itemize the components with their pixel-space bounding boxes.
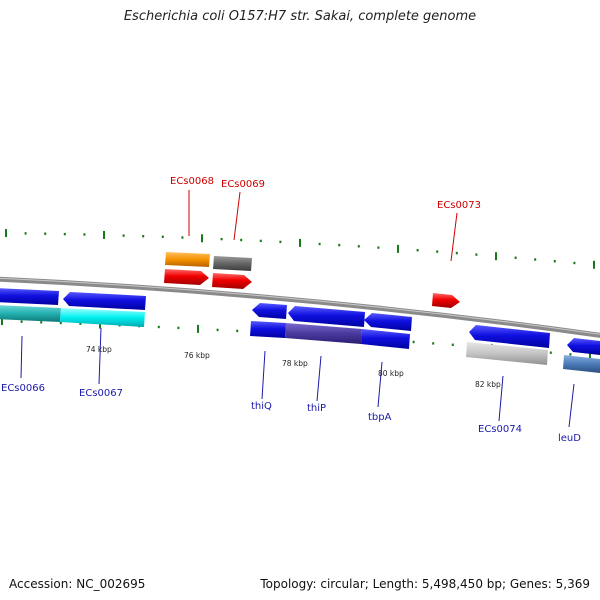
scale-minor-tick <box>259 239 262 243</box>
leader-ECs0074 <box>498 375 504 422</box>
leader-thiQ <box>261 350 266 400</box>
scale-minor-tick <box>83 233 86 236</box>
gene-red-arrow-2 <box>212 273 252 289</box>
gene-thiQ-feature <box>250 303 287 338</box>
scale-major-tick <box>99 320 101 329</box>
topology-text: Topology: circular; Length: 5,498,450 bp… <box>260 577 590 591</box>
scale-major-tick <box>589 352 591 361</box>
gene-tbpA-feature <box>361 313 412 349</box>
genome-backbone <box>0 276 600 338</box>
scale-minor-tick <box>338 243 341 247</box>
scale-minor-tick <box>455 251 458 255</box>
scale-minor-tick <box>63 232 66 236</box>
accession-text: Accession: NC_002695 <box>9 577 146 591</box>
scale-minor-tick <box>161 235 164 238</box>
gene-ECs0066-feature <box>0 288 61 322</box>
leader-tbpA <box>377 361 383 408</box>
gene-label-ECs0067[interactable]: ECs0067 <box>79 388 123 399</box>
gene-label-leuD[interactable]: leuD <box>558 433 581 444</box>
scale-major-tick <box>201 234 203 243</box>
scale-minor-tick <box>59 321 62 325</box>
scale-minor-tick <box>181 236 184 239</box>
scale-minor-tick <box>534 258 537 261</box>
scale-minor-tick <box>573 261 576 265</box>
scale-minor-tick <box>436 250 439 253</box>
leader-ECs0073 <box>450 212 458 262</box>
gene-label-thiP[interactable]: thiP <box>307 403 326 414</box>
gene-ECs0069-feature <box>213 256 252 271</box>
leader-thiP <box>316 355 322 402</box>
scale-minor-tick <box>432 342 435 345</box>
scale-minor-tick <box>240 238 243 242</box>
leader-lines <box>20 190 575 428</box>
gene-label-thiQ[interactable]: thiQ <box>251 401 272 412</box>
gene-ECs0067-feature <box>60 292 146 327</box>
scale-minor-tick <box>553 260 556 263</box>
scale-minor-tick <box>475 253 478 256</box>
scale-minor-tick <box>549 351 552 354</box>
gene-thiP-feature <box>285 306 365 344</box>
scale-major-tick <box>197 324 199 333</box>
scale-minor-tick <box>451 343 454 346</box>
scale-minor-tick <box>318 242 321 246</box>
outer-position-scale <box>5 229 595 269</box>
gene-label-ECs0074[interactable]: ECs0074 <box>478 424 522 435</box>
gene-label-ECs0068[interactable]: ECs0068 <box>170 176 214 187</box>
scale-major-tick <box>1 317 3 326</box>
scale-minor-tick <box>216 328 219 332</box>
scale-minor-tick <box>236 329 239 333</box>
scale-minor-tick <box>416 249 419 252</box>
tick-label-78kbp: 78 kbp <box>282 359 308 368</box>
gene-ECs0074-feature <box>466 325 550 365</box>
tick-label-74kbp: 74 kbp <box>86 345 112 354</box>
scale-major-tick <box>495 252 497 261</box>
leader-leuD <box>568 383 575 428</box>
gene-label-tbpA[interactable]: tbpA <box>368 412 392 423</box>
gene-label-ECs0069[interactable]: ECs0069 <box>221 179 265 190</box>
genome-backbone-highlight <box>0 277 600 335</box>
leader-ECs0067 <box>98 327 102 385</box>
leader-ECs0066 <box>20 335 23 379</box>
leader-ECs0069 <box>233 191 241 241</box>
scale-major-tick <box>397 244 399 253</box>
scale-minor-tick <box>220 237 223 241</box>
scale-major-tick <box>5 229 7 238</box>
tick-label-80kbp: 80 kbp <box>378 369 404 378</box>
tick-label-82kbp: 82 kbp <box>475 380 501 389</box>
scale-minor-tick <box>142 235 145 238</box>
scale-major-tick <box>593 260 595 269</box>
gene-ECs0073-feature <box>432 293 460 308</box>
scale-minor-tick <box>20 320 23 323</box>
scale-minor-tick <box>79 322 82 325</box>
scale-minor-tick <box>569 353 572 356</box>
map-title: Escherichia coli O157:H7 str. Sakai, com… <box>123 9 477 24</box>
gene-ECs0068-feature <box>165 252 210 267</box>
scale-minor-tick <box>157 325 160 329</box>
scale-minor-tick <box>24 232 27 235</box>
scale-minor-tick <box>514 256 517 259</box>
scale-minor-tick <box>377 246 380 249</box>
scale-major-tick <box>299 238 301 247</box>
scale-minor-tick <box>177 326 180 330</box>
gene-red-arrow-1 <box>164 269 209 285</box>
scale-minor-tick <box>412 340 415 344</box>
gene-label-ECs0073[interactable]: ECs0073 <box>437 200 481 211</box>
gene-leuD-feature <box>563 338 600 373</box>
tick-label-76kbp: 76 kbp <box>184 351 210 360</box>
scale-minor-tick <box>122 234 125 237</box>
scale-major-tick <box>103 231 105 239</box>
gene-label-ECs0066[interactable]: ECs0066 <box>1 383 45 394</box>
scale-minor-tick <box>40 321 43 324</box>
scale-minor-tick <box>44 232 47 235</box>
scale-minor-tick <box>279 240 282 244</box>
scale-minor-tick <box>357 245 360 248</box>
